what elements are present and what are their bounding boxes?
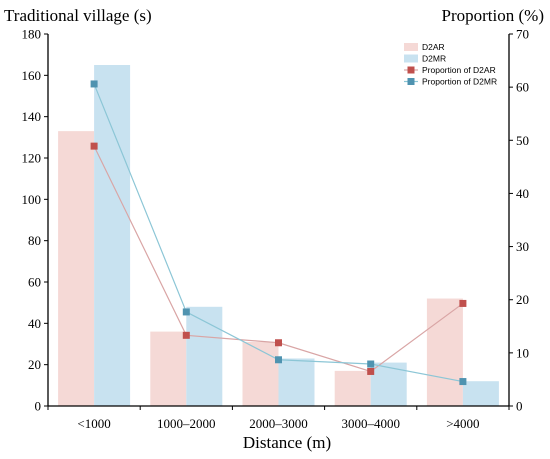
legend-marker-proportion-of-d2ar	[407, 66, 415, 74]
x-tick-label-1: <1000	[77, 416, 110, 431]
marker-proportion-of-d2mr-4	[367, 360, 375, 368]
bar-d2mr-1	[94, 65, 131, 406]
right-tick-label-20: 20	[516, 292, 529, 307]
bar-d2ar-1	[58, 131, 95, 406]
right-tick-label-60: 60	[516, 80, 529, 95]
left-tick-label-0: 0	[35, 399, 42, 414]
left-axis-title: Traditional village (s)	[4, 6, 152, 25]
left-tick-label-20: 20	[28, 357, 41, 372]
right-tick-label-50: 50	[516, 133, 529, 148]
right-tick-label-30: 30	[516, 239, 529, 254]
bar-d2mr-5	[462, 381, 499, 406]
marker-proportion-of-d2ar-1	[90, 142, 98, 150]
bar-d2ar-4	[334, 370, 371, 406]
left-tick-label-180: 180	[22, 27, 42, 42]
x-tick-label-5: >4000	[446, 416, 479, 431]
right-tick-label-70: 70	[516, 27, 529, 42]
plot-area: 0 20 40 60 80 100 120 140 160 180 0 10 20 30 40 50 60 70 <…	[22, 27, 530, 432]
marker-proportion-of-d2ar-2	[182, 331, 190, 339]
left-tick-label-80: 80	[28, 233, 41, 248]
bar-d2ar-5	[426, 298, 463, 406]
marker-proportion-of-d2ar-5	[459, 299, 467, 307]
right-tick-label-10: 10	[516, 345, 529, 360]
line-proportion-of-d2ar	[93, 145, 464, 373]
x-axis-title: Distance (m)	[243, 433, 331, 452]
x-tick-label-4: 3000–4000	[341, 416, 400, 431]
left-tick-label-140: 140	[22, 109, 42, 124]
right-tick-label-40: 40	[516, 186, 529, 201]
left-tick-label-120: 120	[22, 151, 42, 166]
legend-swatch-d2mr	[404, 54, 418, 63]
bar-d2ar-3	[242, 341, 279, 406]
marker-proportion-of-d2ar-4	[367, 367, 375, 375]
legend-swatch-d2ar	[404, 43, 418, 51]
marker-proportion-of-d2ar-3	[275, 339, 282, 347]
legend-label-d2ar: D2AR	[422, 42, 445, 52]
bar-d2mr-2	[186, 306, 223, 406]
bar-d2mr-3	[278, 358, 315, 406]
bar-d2ar-2	[150, 331, 187, 406]
marker-proportion-of-d2mr-2	[182, 308, 190, 316]
legend-label-d2mr: D2MR	[422, 54, 446, 64]
x-tick-label-3: 2000–3000	[249, 416, 308, 431]
bar-d2mr-4	[370, 362, 407, 406]
legend-marker-proportion-of-d2mr	[407, 78, 415, 85]
legend-label-proportion-of-d2ar: Proportion of D2AR	[422, 65, 496, 75]
marker-proportion-of-d2mr-3	[275, 356, 282, 364]
legend-label-proportion-of-d2mr: Proportion of D2MR	[422, 77, 497, 87]
marker-proportion-of-d2mr-1	[90, 80, 98, 88]
x-tick-label-2: 1000–2000	[157, 416, 216, 431]
left-tick-label-40: 40	[28, 316, 41, 331]
line-proportion-of-d2mr	[93, 83, 464, 383]
left-tick-label-160: 160	[22, 68, 42, 83]
right-tick-label-0: 0	[516, 399, 523, 414]
left-tick-label-100: 100	[22, 192, 42, 207]
right-axis-title: Proportion (%)	[442, 6, 544, 25]
marker-proportion-of-d2mr-5	[459, 378, 467, 386]
left-tick-label-60: 60	[28, 275, 41, 290]
